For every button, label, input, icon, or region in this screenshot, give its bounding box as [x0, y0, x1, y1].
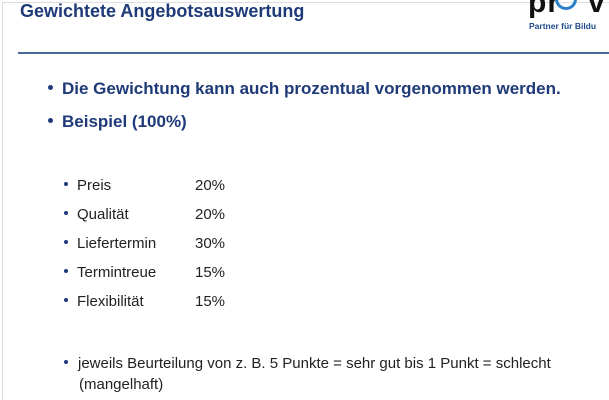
criterion-item: Termintreue 15% [64, 264, 225, 281]
criterion-item: Qualität 20% [64, 206, 225, 223]
criterion-name: Liefertermin [77, 235, 157, 252]
criterion-weight: 30% [195, 235, 226, 252]
bullet-main: Beispiel (100%) [48, 112, 187, 132]
bullet-icon [64, 298, 68, 303]
criterion-weight: 15% [195, 264, 226, 281]
bullet-icon [64, 182, 68, 187]
bullet-main: Die Gewichtung kann auch prozentual vorg… [48, 79, 561, 99]
bullet-icon [64, 360, 68, 365]
bullet-text: Beispiel (100%) [62, 112, 187, 131]
bullet-text: Die Gewichtung kann auch prozentual vorg… [62, 79, 561, 98]
criterion-name: Qualität [77, 206, 129, 223]
header-divider [18, 52, 609, 54]
logo-tagline: Partner für Bildu [529, 21, 597, 31]
bullet-icon [64, 269, 68, 274]
criterion-item: Liefertermin 30% [64, 235, 225, 252]
note-text-continued: (mangelhaft) [79, 376, 164, 393]
criterion-weight: 20% [195, 177, 226, 194]
criterion-item: Preis 20% [64, 177, 225, 194]
criterion-name: Preis [77, 177, 112, 194]
logo: pr v [528, 0, 609, 36]
criterion-weight: 20% [195, 206, 226, 223]
bullet-icon [48, 118, 53, 124]
rating-note: jeweils Beurteilung von z. B. 5 Punkte =… [64, 353, 609, 395]
criterion-name: Flexibilität [77, 293, 144, 310]
slide-title: Gewichtete Angebotsauswertung [20, 1, 305, 21]
criterion-weight: 15% [195, 293, 226, 310]
bullet-icon [64, 211, 68, 216]
criterion-item: Flexibilität 15% [64, 293, 225, 310]
bullet-icon [48, 85, 53, 91]
bullet-icon [64, 240, 68, 245]
note-text: jeweils Beurteilung von z. B. 5 Punkte =… [78, 355, 551, 372]
criterion-name: Termintreue [77, 264, 157, 281]
